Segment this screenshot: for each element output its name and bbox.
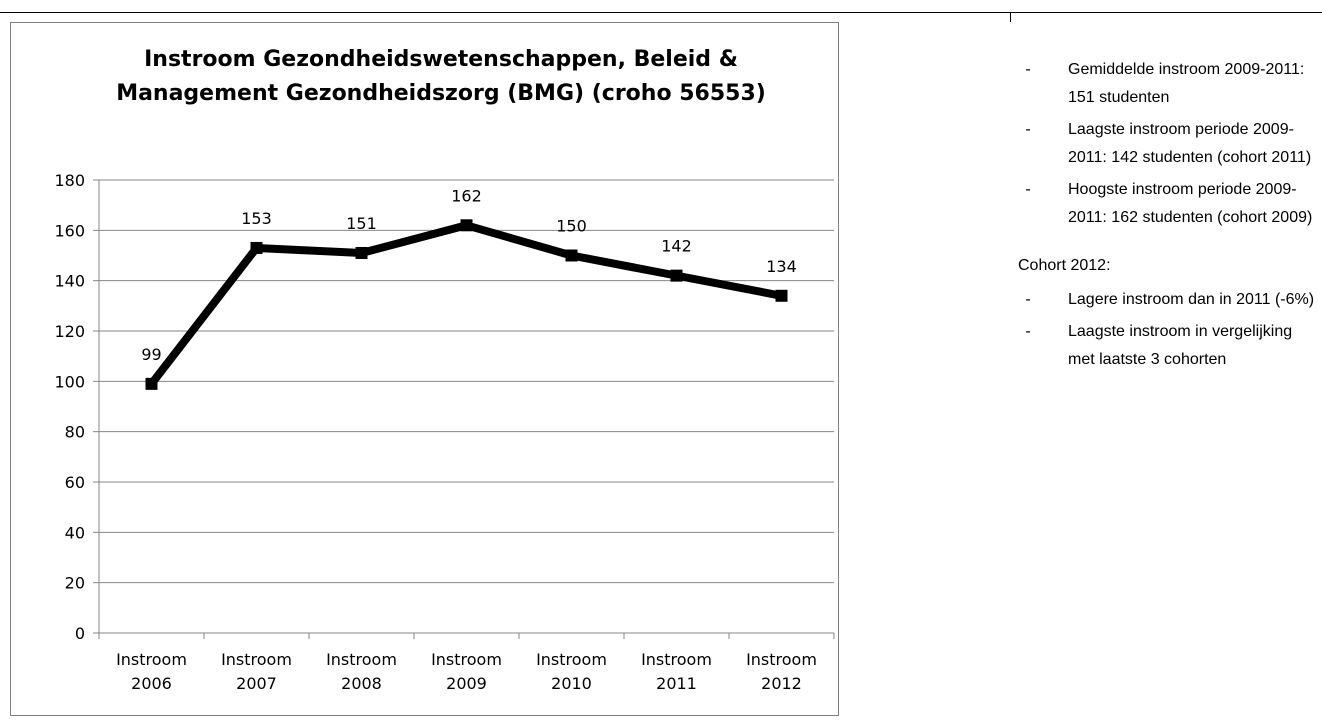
bullet-dash: - [1025,323,1031,340]
bullet-dash: - [1025,61,1031,78]
data-label: 150 [556,217,587,236]
top-rule-tick [1010,12,1011,22]
y-tick-label: 160 [54,221,85,240]
x-tick-label: Instroom 2007 [221,650,292,693]
summary-bullet-average: - Gemiddelde instroom 2009-2011: 151 stu… [1018,56,1322,112]
bullet-dash: - [1025,291,1031,308]
x-tick-label: Instroom 2008 [326,650,397,693]
data-point-marker [670,269,683,282]
bullet-dash: - [1025,121,1031,138]
data-point-marker [565,249,578,262]
cohort-bullet-lowest: - Laagste instroom in vergelijking met l… [1018,318,1322,374]
data-label: 142 [661,237,692,256]
cohort-bullet-lower: - Lagere instroom dan in 2011 (-6%) [1018,286,1322,314]
top-rule [0,12,1322,13]
y-tick-label: 20 [65,574,85,593]
chart-title: Instroom Gezondheidswetenschappen, Belei… [116,47,766,106]
data-point-marker [775,289,788,302]
summary-bullet-highest: - Hoogste instroom periode 2009-2011: 16… [1018,176,1322,232]
summary-bullet-list: - Gemiddelde instroom 2009-2011: 151 stu… [1018,56,1322,232]
summary-bullet-text: Hoogste instroom periode 2009-2011: 162 … [1068,181,1313,226]
summary-bullet-text: Laagste instroom periode 2009-2011: 142 … [1068,121,1312,166]
y-tick-label: 40 [65,523,85,542]
data-label: 99 [141,345,161,364]
data-point-marker [145,377,158,390]
x-tick-label: Instroom 2009 [431,650,502,693]
data-label: 134 [766,257,797,276]
data-label: 151 [346,214,377,233]
data-point-marker [460,219,473,232]
data-label: 153 [241,209,272,228]
x-tick-label: Instroom 2006 [116,650,187,693]
notes-panel: - Gemiddelde instroom 2009-2011: 151 stu… [1018,56,1322,378]
data-label: 162 [451,186,482,205]
x-tick-label: Instroom 2011 [641,650,712,693]
bullet-dash: - [1025,181,1031,198]
x-tick-label: Instroom 2010 [536,650,607,693]
y-tick-label: 140 [54,272,85,291]
cohort-bullet-text: Laagste instroom in vergelijking met laa… [1068,323,1293,368]
summary-bullet-text: Gemiddelde instroom 2009-2011: 151 stude… [1068,61,1305,106]
cohort-section-label: Cohort 2012: [1018,257,1111,274]
line-chart: 0 20 40 60 80 100 120 140 160 180 Instroom 2006 Inst… [54,171,835,693]
y-tick-label: 120 [54,322,85,341]
chart-frame: Instroom Gezondheidswetenschappen, Belei… [10,22,839,716]
y-tick-label: 180 [54,171,85,190]
data-point-marker [355,246,368,259]
y-tick-label: 0 [75,624,85,643]
cohort-bullet-text: Lagere instroom dan in 2011 (-6%) [1068,291,1315,308]
y-tick-label: 100 [54,372,85,391]
data-point-marker [250,241,263,254]
y-tick-label: 60 [65,473,85,492]
x-tick-label: Instroom 2012 [746,650,817,693]
summary-bullet-lowest: - Laagste instroom periode 2009-2011: 14… [1018,116,1322,172]
y-tick-label: 80 [65,423,85,442]
cohort-bullet-list: - Lagere instroom dan in 2011 (-6%) - La… [1018,286,1322,374]
